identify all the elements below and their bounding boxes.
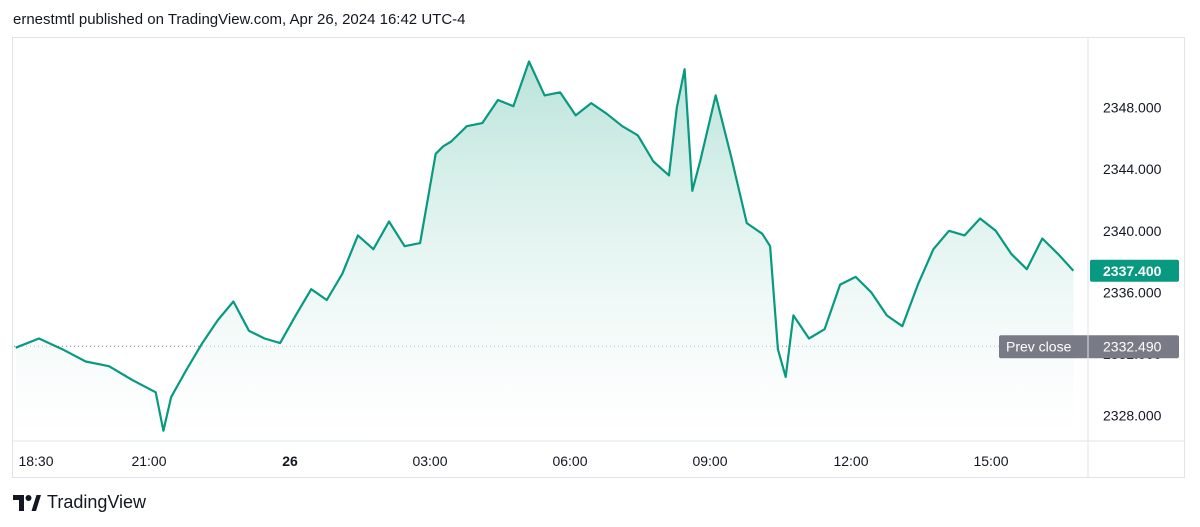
x-tick-label: 06:00 — [552, 453, 587, 469]
x-tick-label: 12:00 — [833, 453, 868, 469]
chart-frame — [12, 37, 1185, 478]
y-tick-label: 2340.000 — [1103, 223, 1162, 239]
x-tick-label: 15:00 — [973, 453, 1008, 469]
x-tick-label: 09:00 — [692, 453, 727, 469]
price-series-line[interactable] — [15, 60, 1075, 432]
x-tick-label: 26 — [282, 453, 298, 469]
prev-close-value: 2332.490 — [1103, 338, 1162, 354]
last-price-badge — [1090, 259, 1179, 282]
publish-info: ernestmtl published on TradingView.com, … — [13, 11, 466, 28]
y-tick-label: 2328.000 — [1103, 407, 1162, 423]
tradingview-footer[interactable]: TradingView — [13, 492, 146, 513]
prev-close-label: Prev close — [1006, 338, 1072, 354]
y-tick-label: 2336.000 — [1103, 284, 1162, 300]
y-tick-label: 2348.000 — [1103, 100, 1162, 116]
tradingview-brand: TradingView — [47, 492, 147, 512]
price-area-fill — [15, 61, 1074, 440]
prev-close-badge — [999, 335, 1179, 359]
tradingview-logo-icon — [13, 494, 41, 511]
x-tick-label: 18:30 — [18, 453, 53, 469]
x-tick-label: 03:00 — [412, 453, 447, 469]
last-price-value: 2337.400 — [1103, 263, 1162, 279]
x-tick-label: 21:00 — [131, 453, 166, 469]
y-tick-label: 2344.000 — [1103, 161, 1162, 177]
